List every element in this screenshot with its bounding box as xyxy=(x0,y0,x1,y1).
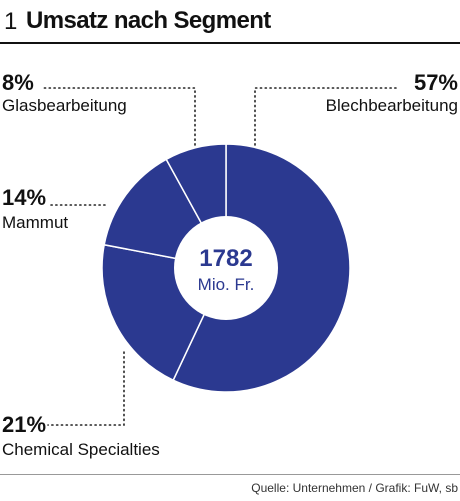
footer: Quelle: Unternehmen / Grafik: FuW, sb xyxy=(0,474,460,495)
leader-line xyxy=(254,87,397,146)
segment-name: Blechbearbeitung xyxy=(326,96,458,115)
segment-percent: 57% xyxy=(414,70,458,95)
segment-percent: 8% xyxy=(2,70,34,95)
leader-lines xyxy=(41,87,397,426)
donut-hole xyxy=(174,216,278,320)
segment-labels: 57%Blechbearbeitung 21% Chemical Specialti… xyxy=(2,70,458,459)
leader-line xyxy=(47,351,125,426)
header-rule xyxy=(0,42,460,44)
segment-name: Glasbearbeitung xyxy=(2,96,127,115)
segment-percent: 14% xyxy=(2,185,46,210)
center-unit: Mio. Fr. xyxy=(198,275,255,294)
chart-number: 1 xyxy=(4,8,17,35)
chart-header: 1 Umsatz nach Segment xyxy=(0,0,460,44)
source-note: Quelle: Unternehmen / Grafik: FuW, sb xyxy=(251,481,458,495)
center-total: 1782 xyxy=(199,245,252,272)
leader-line xyxy=(41,87,196,146)
segment-percent: 21% xyxy=(2,412,46,437)
segment-name: Chemical Specialties xyxy=(2,440,160,459)
segment-name: Mammut xyxy=(2,213,68,232)
chart-title: Umsatz nach Segment xyxy=(26,7,271,34)
